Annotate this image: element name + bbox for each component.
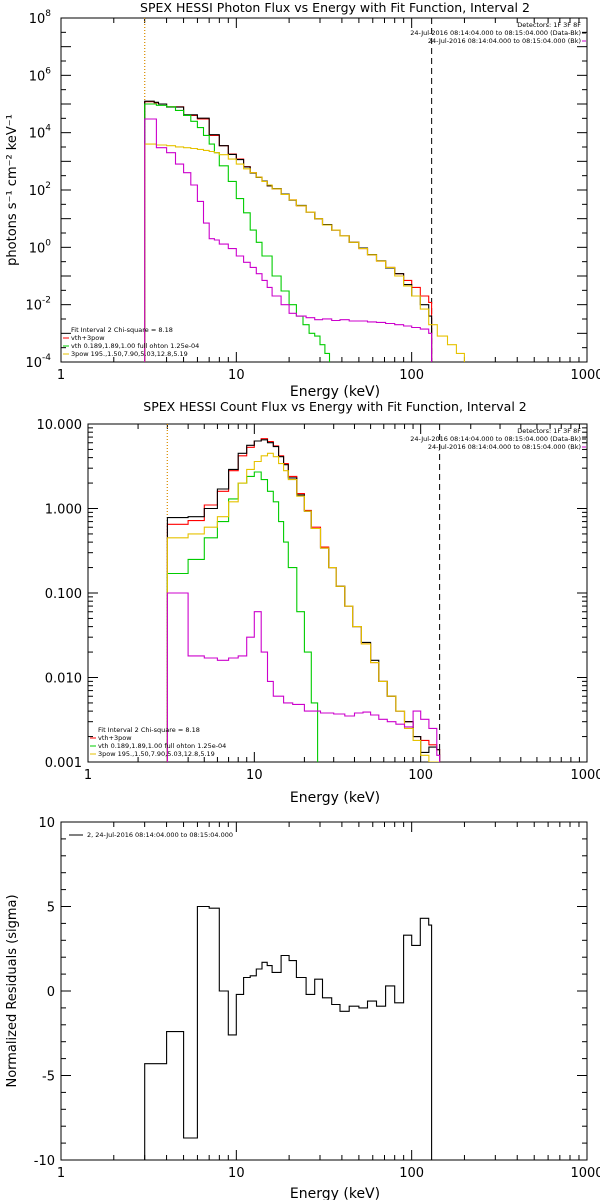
- y-tick-label: 10-2: [25, 296, 51, 314]
- x-tick-label: 10: [228, 368, 245, 383]
- y-tick-label: 102: [29, 181, 51, 199]
- info-text: Detectors: 1F 3F 8F: [517, 21, 581, 29]
- series-line-3pow: [166, 452, 440, 762]
- legend-text: vth+3pow: [71, 334, 105, 342]
- panel-title: SPEX HESSI Count Flux vs Energy with Fit…: [143, 399, 526, 414]
- info-text: Detectors: 1F 3F 8F: [517, 427, 581, 435]
- series-group: [144, 905, 433, 1160]
- legend-text: Fit Interval 2 Chi-square = 8.18: [98, 726, 200, 734]
- info-text: 24-Jul-2016 08:14:04.000 to 08:15:04.000…: [428, 37, 581, 45]
- y-tick-label: 0.010: [45, 672, 82, 687]
- y-tick-label: 100: [29, 238, 52, 256]
- info-text: 24-Jul-2016 08:14:04.000 to 08:15:04.000…: [410, 29, 581, 37]
- residuals-panel: Energy (keV) 1 10 100 1000 -10 -5 0 5 10 Normaliz…: [5, 816, 600, 1200]
- legend-text: vth 0.189,1.89,1.00 full ohton 1.25e-04: [71, 342, 199, 350]
- y-tick-label: 106: [29, 66, 52, 84]
- series-group: [166, 438, 441, 762]
- y-tick-label: 104: [29, 124, 52, 142]
- series-line-vth: [166, 471, 319, 762]
- y-tick-label: -10: [34, 1154, 55, 1169]
- plot-frame: [87, 423, 588, 763]
- y-tick-label: 0.001: [45, 756, 82, 771]
- legend-text: vth 0.189,1.89,1.00 full ohton 1.25e-04: [98, 742, 226, 750]
- y-tick-label: 0: [47, 985, 55, 1000]
- count-flux-panel: SPEX HESSI Count Flux vs Energy with Fit…: [37, 399, 600, 806]
- plot-frame: [60, 17, 588, 363]
- series-line-vth-3pow: [166, 438, 441, 762]
- y-tick-label: 10-4: [25, 353, 51, 371]
- y-axis-label: photons s⁻¹ cm⁻² keV⁻¹: [5, 114, 20, 266]
- series-line-background: [144, 118, 433, 362]
- x-tick-label: 1000: [570, 1166, 600, 1181]
- series-line-vth: [144, 103, 331, 362]
- series-line-data: [166, 439, 441, 762]
- x-tick-label: 10: [228, 1166, 245, 1181]
- photon-flux-panel: SPEX HESSI Photon Flux vs Energy with Fi…: [5, 0, 600, 400]
- x-tick-label: 1: [57, 1166, 65, 1181]
- series-line-3pow: [144, 143, 465, 362]
- y-axis-label: Normalized Residuals (sigma): [5, 894, 20, 1087]
- legend-text: Fit Interval 2 Chi-square = 8.18: [71, 326, 173, 334]
- series-group: [144, 100, 465, 362]
- x-tick-label: 1: [57, 368, 65, 383]
- x-tick-label: 1000: [570, 368, 600, 383]
- x-tick-label: 10: [246, 768, 263, 783]
- legend-text: 3pow 195.,1.50,7.90,5.03,12.8,5.19: [71, 350, 188, 358]
- y-tick-label: 5: [47, 901, 55, 916]
- y-tick-label: 10: [38, 816, 55, 831]
- x-axis-label: Energy (keV): [290, 790, 380, 806]
- x-axis-label: Energy (keV): [290, 1186, 380, 1200]
- y-tick-label: 1.000: [45, 503, 82, 518]
- series-line-background: [166, 592, 441, 762]
- legend-text: 3pow 195.,1.50,7.90,5.03,12.8,5.19: [98, 750, 215, 758]
- series-line-2-24-jul-2016-08-14-04-000-to-08-15-04-000: [144, 905, 433, 1160]
- plot-frame: [60, 821, 588, 1161]
- info-text: 24-Jul-2016 08:14:04.000 to 08:15:04.000…: [410, 435, 581, 443]
- y-tick-label: 0.100: [45, 587, 82, 602]
- x-tick-label: 1: [84, 768, 92, 783]
- panel-title: SPEX HESSI Photon Flux vs Energy with Fi…: [140, 0, 530, 15]
- legend-text: 2, 24-Jul-2016 08:14:04.000 to 08:15:04.…: [87, 831, 233, 839]
- x-axis-label: Energy (keV): [290, 384, 380, 400]
- x-tick-label: 1000: [570, 768, 600, 783]
- y-tick-label: 10.000: [37, 418, 83, 433]
- y-tick-label: -5: [42, 1070, 55, 1085]
- y-tick-label: 108: [29, 9, 52, 27]
- x-tick-label: 100: [399, 1166, 424, 1181]
- info-text: 24-Jul-2016 08:14:04.000 to 08:15:04.000…: [428, 443, 581, 451]
- series-line-data: [144, 100, 433, 362]
- x-tick-label: 100: [399, 368, 424, 383]
- legend-text: vth+3pow: [98, 734, 132, 742]
- x-tick-label: 100: [408, 768, 433, 783]
